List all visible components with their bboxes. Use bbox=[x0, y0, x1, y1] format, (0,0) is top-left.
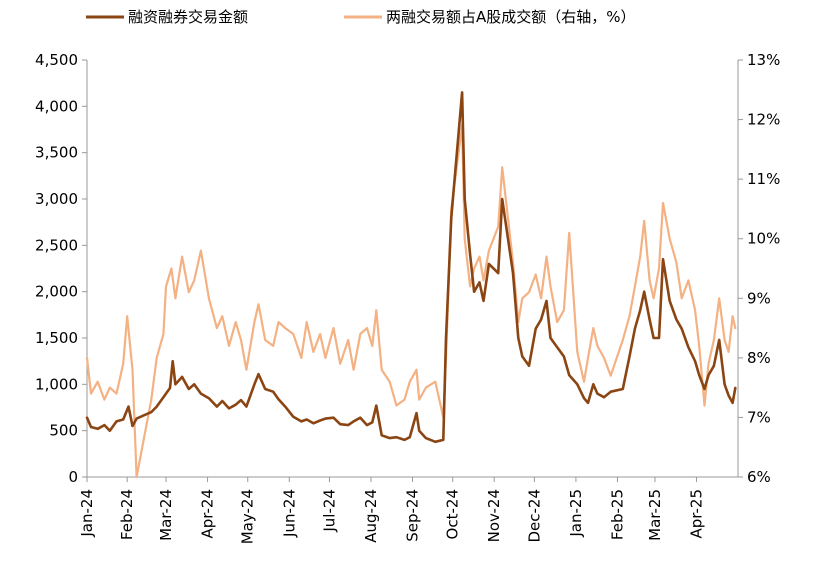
y-right-tick-label: 13% bbox=[747, 51, 780, 69]
y-right-tick-label: 7% bbox=[747, 408, 771, 426]
y-right-tick-label: 10% bbox=[747, 230, 780, 248]
y-left-tick-label: 2,500 bbox=[35, 236, 78, 254]
x-tick-label: Oct-24 bbox=[444, 489, 462, 539]
y-right-tick-label: 12% bbox=[747, 111, 780, 129]
series-line-margin-trading bbox=[85, 91, 737, 444]
x-tick-label: Jan-25 bbox=[567, 489, 585, 538]
y-left-tick-label: 2,000 bbox=[35, 283, 78, 301]
x-tick-label: Dec-24 bbox=[525, 489, 543, 543]
x-tick-label: Mar-25 bbox=[646, 489, 664, 541]
y-right-tick-label: 8% bbox=[747, 349, 771, 367]
x-tick-label: Sep-24 bbox=[404, 489, 422, 542]
y-left-tick-label: 1,000 bbox=[35, 375, 78, 393]
x-tick-label: Jan-24 bbox=[78, 489, 96, 538]
x-tick-label: Jun-24 bbox=[280, 489, 298, 538]
x-tick-label: Feb-25 bbox=[608, 489, 626, 540]
y-right-tick-label: 11% bbox=[747, 170, 780, 188]
y-left-tick-label: 4,500 bbox=[35, 51, 78, 69]
y-left-tick-label: 0 bbox=[68, 468, 78, 486]
series-line-share-of-turnover bbox=[85, 124, 737, 479]
y-left-tick-label: 3,000 bbox=[35, 190, 78, 208]
x-tick-label: Apr-24 bbox=[199, 489, 217, 539]
legend: 融资融券交易金额 两融交易额占A股成交额（右轴，%） bbox=[86, 8, 636, 26]
x-tick-label: May-24 bbox=[239, 489, 257, 544]
x-tick-label: Mar-24 bbox=[157, 489, 175, 541]
y-left-tick-label: 3,500 bbox=[35, 144, 78, 162]
series-layer bbox=[85, 91, 737, 479]
y-left-tick-label: 4,000 bbox=[35, 97, 78, 115]
x-tick-label: Nov-24 bbox=[485, 489, 503, 542]
x-tick-label: Aug-24 bbox=[362, 489, 380, 543]
y-left-tick-label: 1,500 bbox=[35, 329, 78, 347]
y-right-tick-label: 6% bbox=[747, 468, 771, 486]
x-tick-label: Apr-25 bbox=[687, 489, 705, 539]
legend-label-share-of-turnover: 两融交易额占A股成交额（右轴，%） bbox=[386, 8, 636, 26]
y-right-tick-label: 9% bbox=[747, 289, 771, 307]
x-tick-label: Jul-24 bbox=[320, 489, 338, 533]
x-tick-label: Feb-24 bbox=[118, 489, 136, 540]
y-left-tick-label: 500 bbox=[49, 422, 78, 440]
axes: 0 500 1,000 1,500 2,000 2,500 3,000 3,500 4,000 4… bbox=[35, 51, 780, 544]
legend-label-margin-trading: 融资融券交易金额 bbox=[128, 8, 248, 26]
